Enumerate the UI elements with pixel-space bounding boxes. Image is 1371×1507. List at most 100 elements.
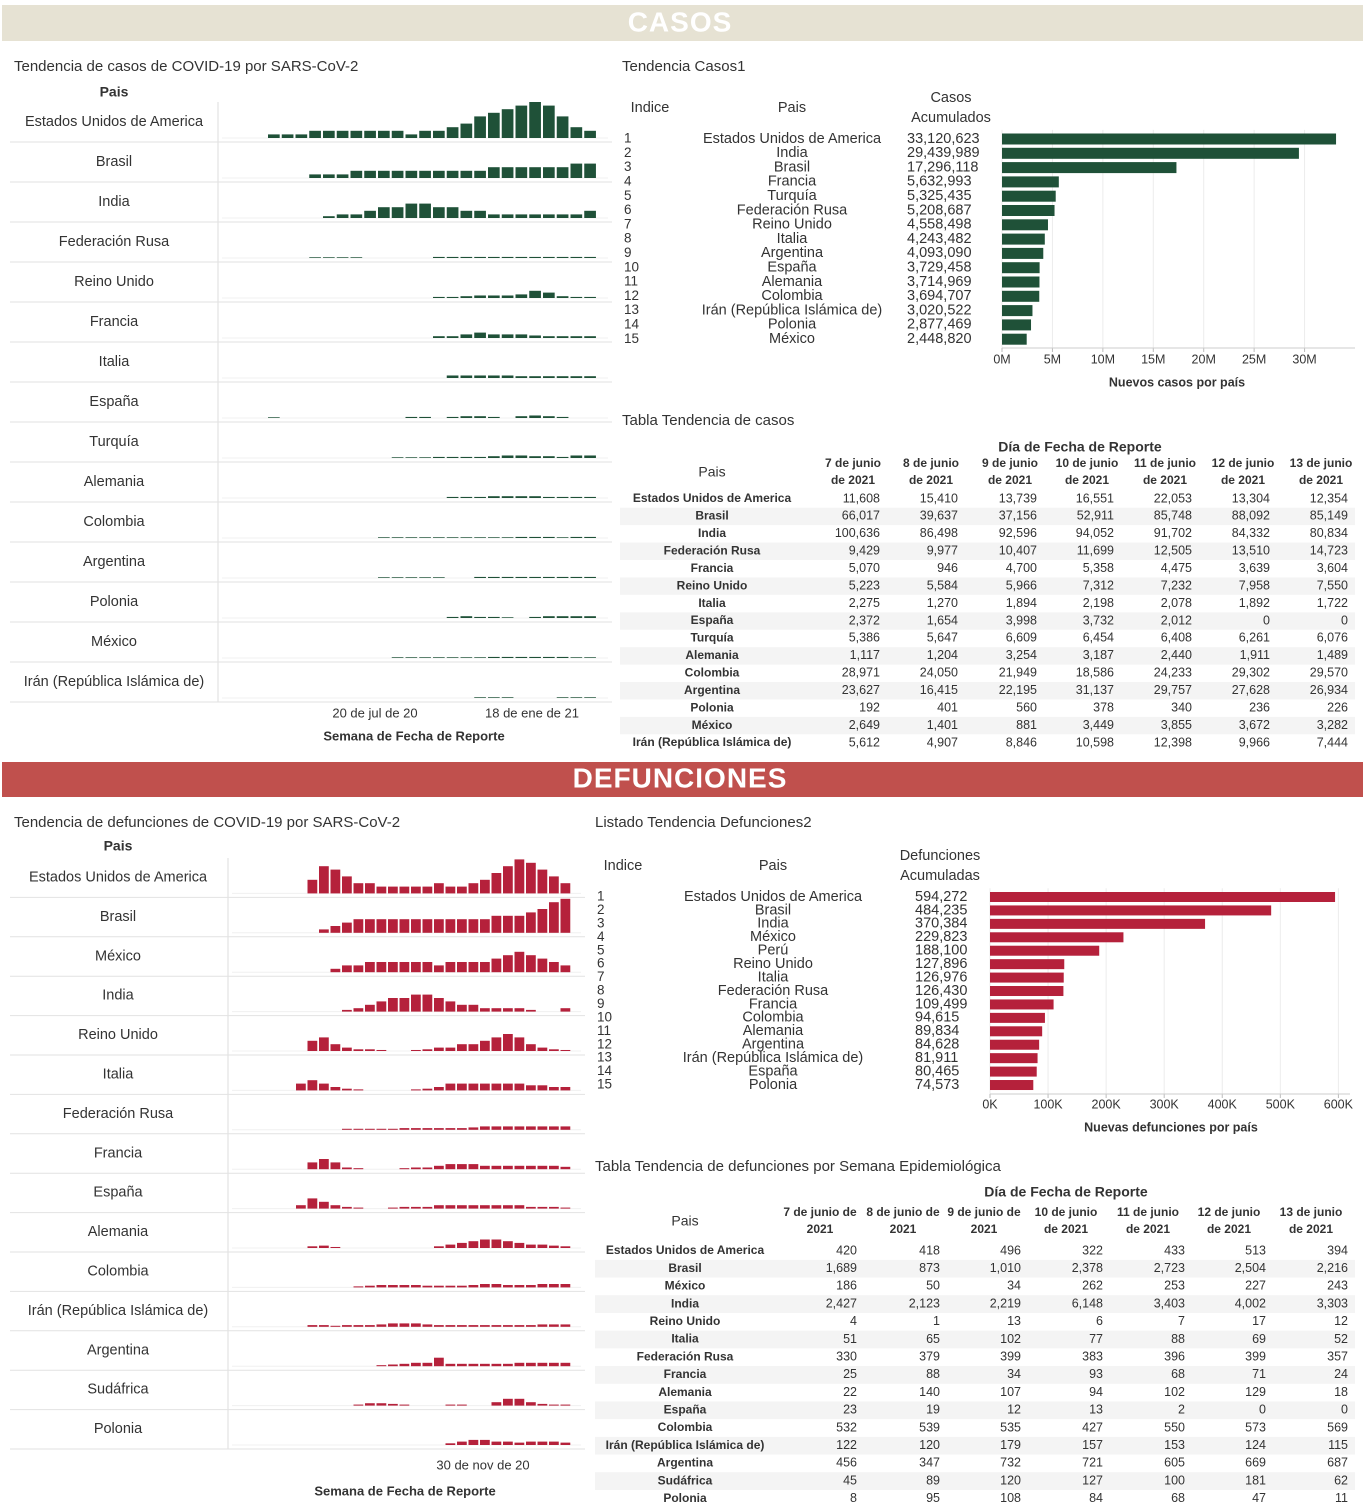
- table-cell: 2,504: [1235, 1261, 1266, 1275]
- spark-bar: [365, 1128, 375, 1130]
- spark-bar: [330, 869, 341, 894]
- spark-bar: [376, 1049, 387, 1051]
- spark-bar: [457, 1363, 467, 1367]
- x-tick-label: 30 de nov de 20: [436, 1457, 529, 1472]
- table-cell: 120: [919, 1438, 940, 1452]
- spark-bar: [526, 1325, 536, 1327]
- row-label: Irán (República Islámica de): [24, 674, 205, 690]
- index-label: 12: [597, 1036, 612, 1051]
- spark-bar: [307, 1325, 318, 1327]
- category-label: India: [776, 145, 808, 161]
- column-header: 10 de junio: [1035, 1205, 1098, 1219]
- spark-bar: [353, 1404, 364, 1406]
- table-cell: 179: [1000, 1438, 1021, 1452]
- spark-bar: [474, 616, 486, 618]
- row-label: Brasil: [100, 909, 136, 925]
- table-cell: 102: [1164, 1385, 1185, 1399]
- spark-bar: [514, 1398, 525, 1406]
- spark-bar: [480, 1363, 490, 1367]
- spark-bar: [537, 909, 548, 933]
- column-header: de 2021: [831, 473, 875, 487]
- spark-bar: [549, 1049, 559, 1051]
- spark-bar: [445, 1285, 456, 1288]
- table-cell: 12: [1334, 1314, 1348, 1328]
- spark-bar: [446, 375, 459, 378]
- table-cell: 94: [1089, 1385, 1103, 1399]
- table-cell: 2: [1178, 1403, 1185, 1417]
- spark-bar: [480, 1040, 490, 1051]
- spark-bar: [457, 1004, 467, 1012]
- spark-bar: [433, 537, 445, 538]
- spark-bar: [460, 170, 473, 178]
- category-label: Turquía: [767, 188, 817, 204]
- table-cell: 262: [1082, 1279, 1103, 1293]
- spark-bar: [388, 1364, 398, 1367]
- spark-bar: [405, 203, 418, 218]
- table-cell: 322: [1082, 1243, 1103, 1257]
- table-cell: 383: [1082, 1349, 1103, 1363]
- spark-bar: [365, 1004, 375, 1012]
- spark-bar: [378, 170, 390, 178]
- spark-bar: [526, 1362, 536, 1367]
- row-label: Italia: [99, 354, 131, 370]
- table-cell: 2,275: [849, 596, 880, 610]
- spark-bar: [353, 1049, 364, 1051]
- spark-bar: [526, 1165, 536, 1170]
- row-label: Estados Unidos de America: [29, 870, 208, 886]
- spark-bar: [411, 962, 421, 973]
- spark-bar: [405, 416, 418, 418]
- table-cell: 399: [1000, 1349, 1021, 1363]
- spark-bar: [468, 1004, 479, 1012]
- column-header: 13 de junio: [1280, 1205, 1343, 1219]
- spark-bar: [330, 926, 341, 933]
- table-cell: 86,498: [920, 526, 958, 540]
- row-label: Italia: [671, 1332, 699, 1346]
- bar: [1002, 319, 1032, 331]
- x-tick-label: 500K: [1266, 1097, 1296, 1111]
- spark-bar: [501, 617, 514, 618]
- spark-bar: [556, 416, 569, 418]
- index-label: 6: [624, 202, 632, 217]
- spark-bar: [391, 170, 404, 178]
- spark-bar: [537, 869, 548, 894]
- chart-title: Tendencia de defunciones de COVID-19 por…: [14, 814, 400, 831]
- spark-bar: [570, 536, 583, 538]
- spark-bar: [526, 1402, 536, 1406]
- spark-bar: [353, 919, 364, 933]
- table-cell: 91,702: [1154, 526, 1192, 540]
- index-label: 7: [597, 969, 605, 984]
- spark-bar: [460, 123, 473, 138]
- row-label: Francia: [90, 314, 139, 330]
- spark-bar: [514, 1126, 525, 1130]
- spark-bar: [388, 1207, 398, 1209]
- column-group: Día de Fecha de Reporte: [984, 1184, 1148, 1200]
- spark-bar: [537, 1085, 548, 1091]
- spark-bar: [549, 1206, 559, 1209]
- spark-bar: [419, 537, 431, 538]
- spark-bar: [342, 1325, 352, 1327]
- table-cell: 669: [1245, 1456, 1266, 1470]
- spark-bar: [480, 1165, 490, 1170]
- spark-bar: [570, 256, 583, 258]
- spark-bar: [376, 886, 387, 894]
- spark-bar: [399, 919, 410, 933]
- spark-bar: [560, 1284, 571, 1288]
- row-shade: [620, 647, 1355, 665]
- table-cell: 396: [1164, 1349, 1185, 1363]
- table-cell: 881: [1016, 718, 1037, 732]
- spark-bar: [411, 1049, 421, 1051]
- spark-bar: [434, 1285, 444, 1288]
- category-label: Polonia: [749, 1077, 798, 1093]
- row-header: Pais: [104, 838, 133, 854]
- spark-bar: [556, 376, 569, 378]
- spark-bar: [560, 1008, 571, 1012]
- category-label: Brasil: [774, 159, 810, 175]
- chart-title: Tendencia Casos1: [622, 58, 745, 75]
- spark-bar: [353, 1207, 364, 1209]
- value-label: 370,384: [915, 916, 967, 932]
- row-label: España: [691, 613, 734, 627]
- spark-bar: [460, 256, 473, 258]
- spark-bar: [503, 1441, 513, 1445]
- category-label: Estados Unidos de America: [684, 889, 863, 905]
- row-label: Colombia: [685, 665, 740, 679]
